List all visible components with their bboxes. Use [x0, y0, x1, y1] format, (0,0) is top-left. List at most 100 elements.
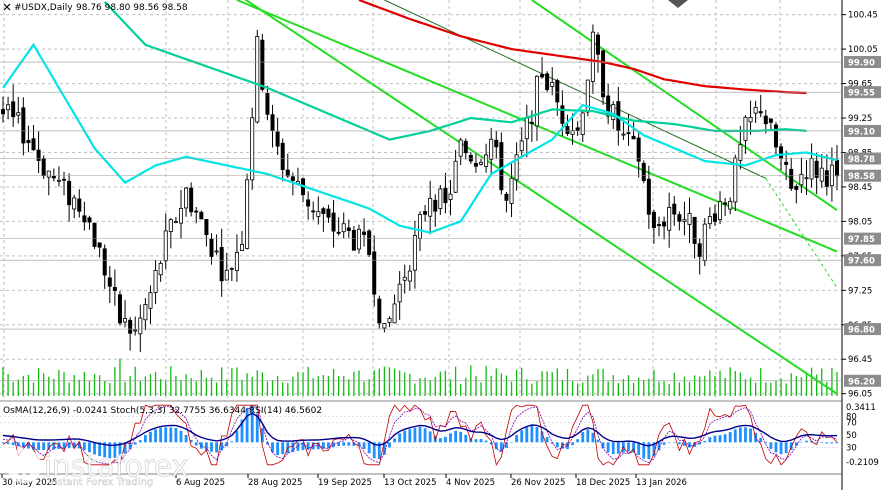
- candle-body: [56, 179, 61, 182]
- level-label-box: [844, 169, 881, 182]
- osma-bar: [215, 442, 218, 453]
- osma-bar: [586, 429, 590, 443]
- candle-body: [682, 219, 687, 222]
- candle-body: [270, 114, 275, 131]
- osma-bar: [738, 427, 742, 443]
- candle-body: [234, 251, 239, 271]
- candle-body: [148, 292, 153, 309]
- candle-body: [702, 223, 707, 262]
- candle-body: [285, 169, 290, 177]
- osma-bar: [210, 442, 213, 452]
- candle-body: [92, 222, 97, 247]
- indicator-tick-label: 50: [846, 431, 857, 441]
- osma-bar: [703, 440, 707, 443]
- osma-bar: [627, 442, 630, 452]
- candle-body: [280, 142, 285, 171]
- osma-bar: [545, 437, 549, 443]
- osma-bar: [11, 442, 15, 446]
- candle-body: [595, 34, 600, 55]
- channel-line[interactable]: [3, 0, 838, 395]
- candle-body: [824, 170, 829, 187]
- stoch-main-line: [2, 404, 838, 466]
- osma-bar: [311, 442, 315, 450]
- candle-body: [733, 157, 738, 203]
- candle-body: [260, 39, 265, 90]
- candle-body: [804, 177, 809, 180]
- osma-bar: [774, 442, 778, 453]
- chart-shift-icon[interactable]: [668, 0, 688, 8]
- candle-body: [102, 248, 107, 276]
- candle-body: [229, 268, 234, 270]
- ma-mid-line: [103, 0, 807, 141]
- osma-bar: [398, 433, 402, 443]
- candle-body: [514, 154, 519, 181]
- x-tick-label: 26 Nov 2025: [511, 478, 565, 488]
- candle-body: [402, 276, 407, 281]
- osma-bar: [759, 437, 763, 443]
- osma-bar: [800, 441, 803, 443]
- x-tick-label: 13 Oct 2025: [384, 478, 437, 488]
- candle-body: [753, 106, 758, 114]
- candle-body: [209, 238, 214, 257]
- candle-body: [784, 161, 789, 165]
- osma-bar: [108, 442, 112, 459]
- candle-body: [468, 154, 473, 162]
- osma-bar: [118, 442, 122, 457]
- osma-bar: [418, 426, 422, 443]
- osma-bar: [52, 442, 56, 450]
- candle-body: [346, 227, 351, 232]
- candle-body: [458, 139, 463, 157]
- level-label-box: [844, 374, 881, 387]
- candle-body: [494, 139, 499, 148]
- instaforex-logo-icon: [6, 448, 42, 484]
- osma-bar: [408, 429, 412, 443]
- osma-bar: [205, 442, 208, 451]
- osma-bar: [260, 428, 264, 443]
- candle-body: [219, 247, 224, 282]
- osma-bar: [6, 442, 10, 445]
- osma-bar: [255, 413, 259, 443]
- candle-body: [265, 93, 270, 115]
- candle-body: [41, 158, 46, 176]
- candle-body: [275, 131, 280, 147]
- osma-bar: [662, 442, 666, 445]
- osma-bar: [642, 442, 646, 459]
- candle-body: [77, 198, 82, 212]
- osma-bar: [27, 442, 30, 449]
- osma-bar: [184, 434, 188, 443]
- price-axis: 100.45100.0599.6599.2598.8598.4598.0597.…: [842, 11, 878, 400]
- osma-bar: [98, 442, 102, 457]
- level-label: 97.85: [848, 235, 875, 245]
- candle-body: [555, 80, 560, 103]
- candle-body: [51, 175, 56, 179]
- osma-bar: [32, 442, 35, 450]
- candle-body: [204, 219, 209, 236]
- stoch-signal-line: [2, 405, 838, 465]
- osma-bar: [352, 442, 356, 446]
- osma-bar: [113, 442, 117, 458]
- candle-body: [168, 219, 173, 232]
- osma-bar: [316, 442, 320, 450]
- osma-bar: [225, 442, 229, 447]
- candle-body: [763, 115, 768, 125]
- candle-body: [433, 199, 438, 212]
- candle-body: [738, 144, 743, 161]
- osma-bar: [601, 442, 605, 449]
- candle-body: [16, 112, 21, 116]
- trend-line-dashed[interactable]: [765, 178, 838, 289]
- candle-body: [245, 179, 250, 249]
- candle-body: [758, 111, 763, 114]
- candle-body: [463, 140, 468, 154]
- candle-body: [657, 224, 662, 226]
- candle-body: [163, 230, 168, 262]
- candle-body: [718, 201, 723, 220]
- x-tick-label: 4 Nov 2025: [446, 478, 495, 488]
- osma-bar: [77, 442, 81, 449]
- candle-body: [133, 329, 138, 332]
- candle-body: [189, 187, 194, 213]
- candle-body: [621, 133, 626, 136]
- candle-body: [46, 170, 51, 178]
- trend-line-solid[interactable]: [384, 0, 767, 179]
